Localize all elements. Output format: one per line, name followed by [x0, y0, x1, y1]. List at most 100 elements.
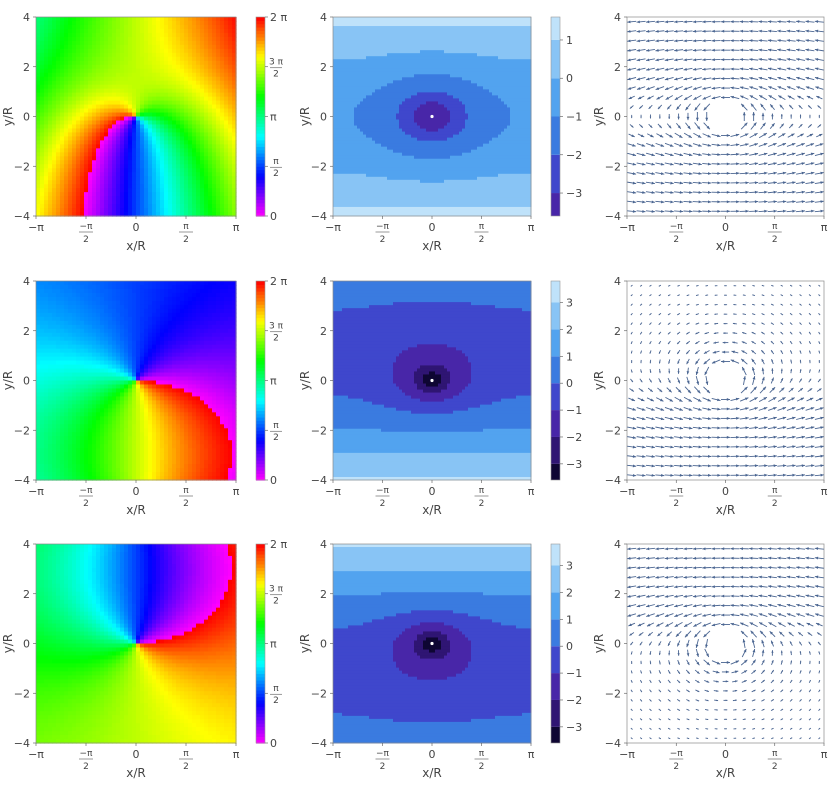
phase-cell [120, 37, 125, 42]
phase-cell [72, 156, 77, 161]
phase-cell [172, 208, 177, 213]
contour-cell [342, 177, 346, 181]
contour-cell [333, 56, 337, 60]
phase-cell [228, 180, 233, 185]
phase-cell [180, 113, 185, 118]
phase-cell [40, 152, 45, 157]
phase-cell [140, 168, 145, 173]
contour-cell [357, 147, 361, 151]
contour-cell [351, 165, 355, 169]
contour-cell [435, 23, 439, 27]
phase-cell [96, 148, 101, 153]
contour-cell [369, 47, 373, 51]
contour-cell [402, 180, 406, 184]
phase-cell [228, 204, 233, 209]
phase-cell [176, 33, 181, 38]
phase-cell [164, 184, 169, 189]
contour-cell [429, 177, 433, 181]
phase-cell [128, 81, 133, 86]
phase-cell [104, 73, 109, 78]
contour-cell [435, 171, 439, 175]
contour-cell [348, 80, 352, 84]
contour-cell [366, 177, 370, 181]
contour-cell [366, 171, 370, 175]
contour-cell [414, 162, 418, 166]
contour-cell [357, 180, 361, 184]
phase-cell [128, 117, 133, 122]
phase-cell [160, 208, 165, 213]
phase-cell [160, 109, 165, 114]
phase-cell [220, 53, 225, 58]
contour-cell [411, 83, 415, 87]
contour-cell [351, 174, 355, 178]
phase-cell [212, 176, 217, 181]
contour-cell [384, 32, 388, 36]
phase-cell [228, 172, 233, 177]
phase-cell [124, 105, 129, 110]
contour-cell [333, 126, 337, 130]
phase-cell [132, 152, 137, 157]
phase-cell [164, 29, 169, 34]
phase-cell [228, 160, 233, 165]
contour-cell [378, 183, 382, 187]
contour-cell [417, 159, 421, 163]
phase-cell [44, 184, 49, 189]
contour-cell [387, 95, 391, 99]
phase-cell [168, 25, 173, 30]
phase-cell [184, 41, 189, 46]
phase-cell [152, 136, 157, 141]
contour-cell [360, 50, 364, 54]
contour-cell [405, 117, 409, 121]
contour-cell [372, 186, 376, 190]
contour-cell [438, 77, 442, 81]
contour-cell [426, 47, 430, 51]
contour-cell [408, 171, 412, 175]
contour-cell [393, 53, 397, 57]
phase-cell [200, 188, 205, 193]
contour-cell [387, 77, 391, 81]
phase-cell [84, 57, 89, 62]
phase-cell [208, 77, 213, 82]
contour-cell [336, 195, 340, 199]
phase-cell [196, 152, 201, 157]
phase-cell [112, 81, 117, 86]
contour-cell [405, 147, 409, 151]
contour-cell [423, 183, 427, 187]
contour-cell [435, 126, 439, 130]
contour-cell [333, 144, 337, 148]
phase-cell [48, 53, 53, 58]
contour-cell [354, 138, 358, 142]
phase-cell [88, 45, 93, 50]
phase-cell [216, 152, 221, 157]
phase-cell [88, 204, 93, 209]
phase-cell [160, 184, 165, 189]
phase-cell [92, 192, 97, 197]
contour-cell [348, 110, 352, 114]
phase-cell [36, 77, 41, 82]
contour-cell [354, 195, 358, 199]
contour-cell [441, 62, 445, 66]
contour-cell [441, 53, 445, 57]
phase-cell [124, 200, 129, 205]
contour-cell [387, 180, 391, 184]
contour-cell [351, 159, 355, 163]
contour-cell [348, 186, 352, 190]
phase-cell [104, 196, 109, 201]
contour-cell [417, 68, 421, 72]
contour-cell [405, 177, 409, 181]
contour-cell [402, 156, 406, 160]
phase-cell [120, 73, 125, 78]
contour-cell [360, 162, 364, 166]
contour-cell [435, 156, 439, 160]
contour-cell [420, 198, 424, 202]
contour-cell [411, 86, 415, 90]
phase-cell [148, 176, 153, 181]
phase-cell [196, 93, 201, 98]
phase-cell [188, 124, 193, 129]
contour-cell [411, 156, 415, 160]
phase-cell [180, 156, 185, 161]
contour-cell [348, 38, 352, 42]
contour-cell [333, 129, 337, 133]
contour-cell [366, 147, 370, 151]
contour-cell [393, 98, 397, 102]
